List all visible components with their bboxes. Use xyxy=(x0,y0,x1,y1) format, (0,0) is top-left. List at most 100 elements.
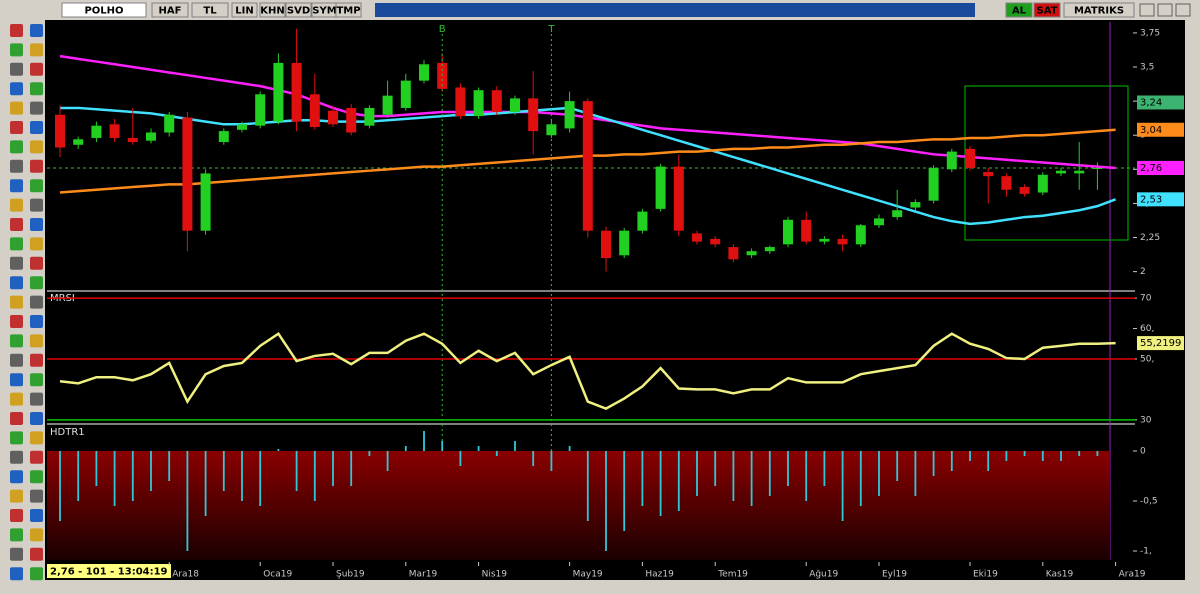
tool-icon[interactable] xyxy=(10,547,23,561)
tool-icon[interactable] xyxy=(30,198,43,212)
toolbar-button[interactable] xyxy=(259,2,286,18)
window-button[interactable] xyxy=(1157,3,1173,17)
tool-icon[interactable] xyxy=(30,431,43,445)
candle-body xyxy=(673,166,684,231)
tool-icon[interactable] xyxy=(30,315,43,328)
bar xyxy=(1078,451,1081,456)
candle-body xyxy=(801,219,812,242)
tool-icon[interactable] xyxy=(30,373,43,387)
tool-icon[interactable] xyxy=(30,43,43,57)
tool-icon[interactable] xyxy=(30,218,43,231)
tool-icon[interactable] xyxy=(10,198,23,212)
tool-icon[interactable] xyxy=(10,121,23,134)
tool-icon[interactable] xyxy=(30,392,43,406)
bar xyxy=(641,451,644,506)
tool-icon[interactable] xyxy=(30,509,43,522)
tool-icon[interactable] xyxy=(30,547,43,561)
candle-body xyxy=(309,94,320,128)
tool-icon[interactable] xyxy=(10,82,23,96)
tool-icon[interactable] xyxy=(30,179,43,193)
window-button[interactable] xyxy=(1139,3,1155,17)
tool-icon[interactable] xyxy=(30,82,43,96)
last-value-box xyxy=(1137,192,1184,207)
bar xyxy=(441,441,444,451)
tool-icon[interactable] xyxy=(30,101,43,115)
toolbar-button[interactable] xyxy=(191,2,229,18)
tool-icon[interactable] xyxy=(30,159,43,173)
tool-icon[interactable] xyxy=(30,334,43,348)
candle-body xyxy=(1056,170,1066,174)
tool-icon[interactable] xyxy=(10,256,23,270)
candle-body xyxy=(200,173,211,231)
tool-icon[interactable] xyxy=(30,256,43,270)
tool-icon[interactable] xyxy=(30,412,43,425)
x-tick-label: Tem19 xyxy=(717,570,748,580)
bar xyxy=(113,451,116,506)
price-marker-label: 3,24 xyxy=(1140,97,1162,108)
tool-icon[interactable] xyxy=(10,315,23,328)
bar xyxy=(586,451,589,521)
tool-icon[interactable] xyxy=(30,295,43,309)
y-tick-label: 2,25 xyxy=(1140,233,1160,243)
tool-icon[interactable] xyxy=(10,237,23,251)
toolbar-button[interactable] xyxy=(231,2,258,18)
tool-icon[interactable] xyxy=(30,121,43,134)
bottom-bar xyxy=(0,580,1200,594)
tool-icon[interactable] xyxy=(10,450,23,464)
tool-icon[interactable] xyxy=(10,218,23,231)
bar xyxy=(477,446,480,451)
y-tick-label: 60, xyxy=(1140,324,1154,334)
tool-icon[interactable] xyxy=(10,159,23,173)
bar xyxy=(987,451,990,471)
tool-icon[interactable] xyxy=(10,276,23,290)
tool-icon[interactable] xyxy=(10,43,23,57)
tool-icon[interactable] xyxy=(30,450,43,464)
bar xyxy=(423,431,425,451)
tool-icon[interactable] xyxy=(30,276,43,290)
bar xyxy=(950,451,953,471)
tool-icon[interactable] xyxy=(10,140,23,154)
buy-button[interactable] xyxy=(1005,2,1033,18)
tool-icon[interactable] xyxy=(10,62,23,76)
tool-icon[interactable] xyxy=(30,62,43,76)
bar xyxy=(841,451,844,521)
tool-icon[interactable] xyxy=(30,489,43,503)
tool-icon[interactable] xyxy=(10,567,23,581)
tool-icon[interactable] xyxy=(30,237,43,251)
tool-icon[interactable] xyxy=(30,140,43,154)
tool-icon[interactable] xyxy=(10,101,23,115)
tool-icon[interactable] xyxy=(10,334,23,348)
window-button[interactable] xyxy=(1175,3,1191,17)
candle-body xyxy=(382,95,393,115)
tool-icon[interactable] xyxy=(10,412,23,425)
tool-icon[interactable] xyxy=(10,295,23,309)
tool-icon[interactable] xyxy=(10,373,23,387)
tool-icon[interactable] xyxy=(10,528,23,542)
tool-icon[interactable] xyxy=(10,392,23,406)
candle-body xyxy=(291,62,302,122)
toolbar-button[interactable] xyxy=(151,2,189,18)
sell-button[interactable] xyxy=(1033,2,1061,18)
tool-icon[interactable] xyxy=(10,24,23,37)
toolbar-button[interactable] xyxy=(285,2,312,18)
bar xyxy=(332,451,334,486)
candle-body xyxy=(601,230,611,258)
tool-icon[interactable] xyxy=(10,353,23,367)
tool-icon[interactable] xyxy=(10,431,23,445)
brand-label: MATRIKS xyxy=(1074,6,1124,17)
tool-icon[interactable] xyxy=(10,509,23,522)
tool-icon[interactable] xyxy=(10,179,23,193)
tool-icon[interactable] xyxy=(30,353,43,367)
brand[interactable] xyxy=(1063,2,1135,18)
tool-icon[interactable] xyxy=(30,470,43,484)
last-value-label: 2,53 xyxy=(1140,194,1162,205)
toolbar-button[interactable] xyxy=(335,2,362,18)
x-tick-label: May19 xyxy=(573,570,603,580)
tool-icon[interactable] xyxy=(30,24,43,37)
symbol-box[interactable] xyxy=(61,2,147,18)
tool-icon[interactable] xyxy=(10,489,23,503)
tool-icon[interactable] xyxy=(30,567,43,581)
bar xyxy=(368,451,371,456)
tool-icon[interactable] xyxy=(30,528,43,542)
tool-icon[interactable] xyxy=(10,470,23,484)
